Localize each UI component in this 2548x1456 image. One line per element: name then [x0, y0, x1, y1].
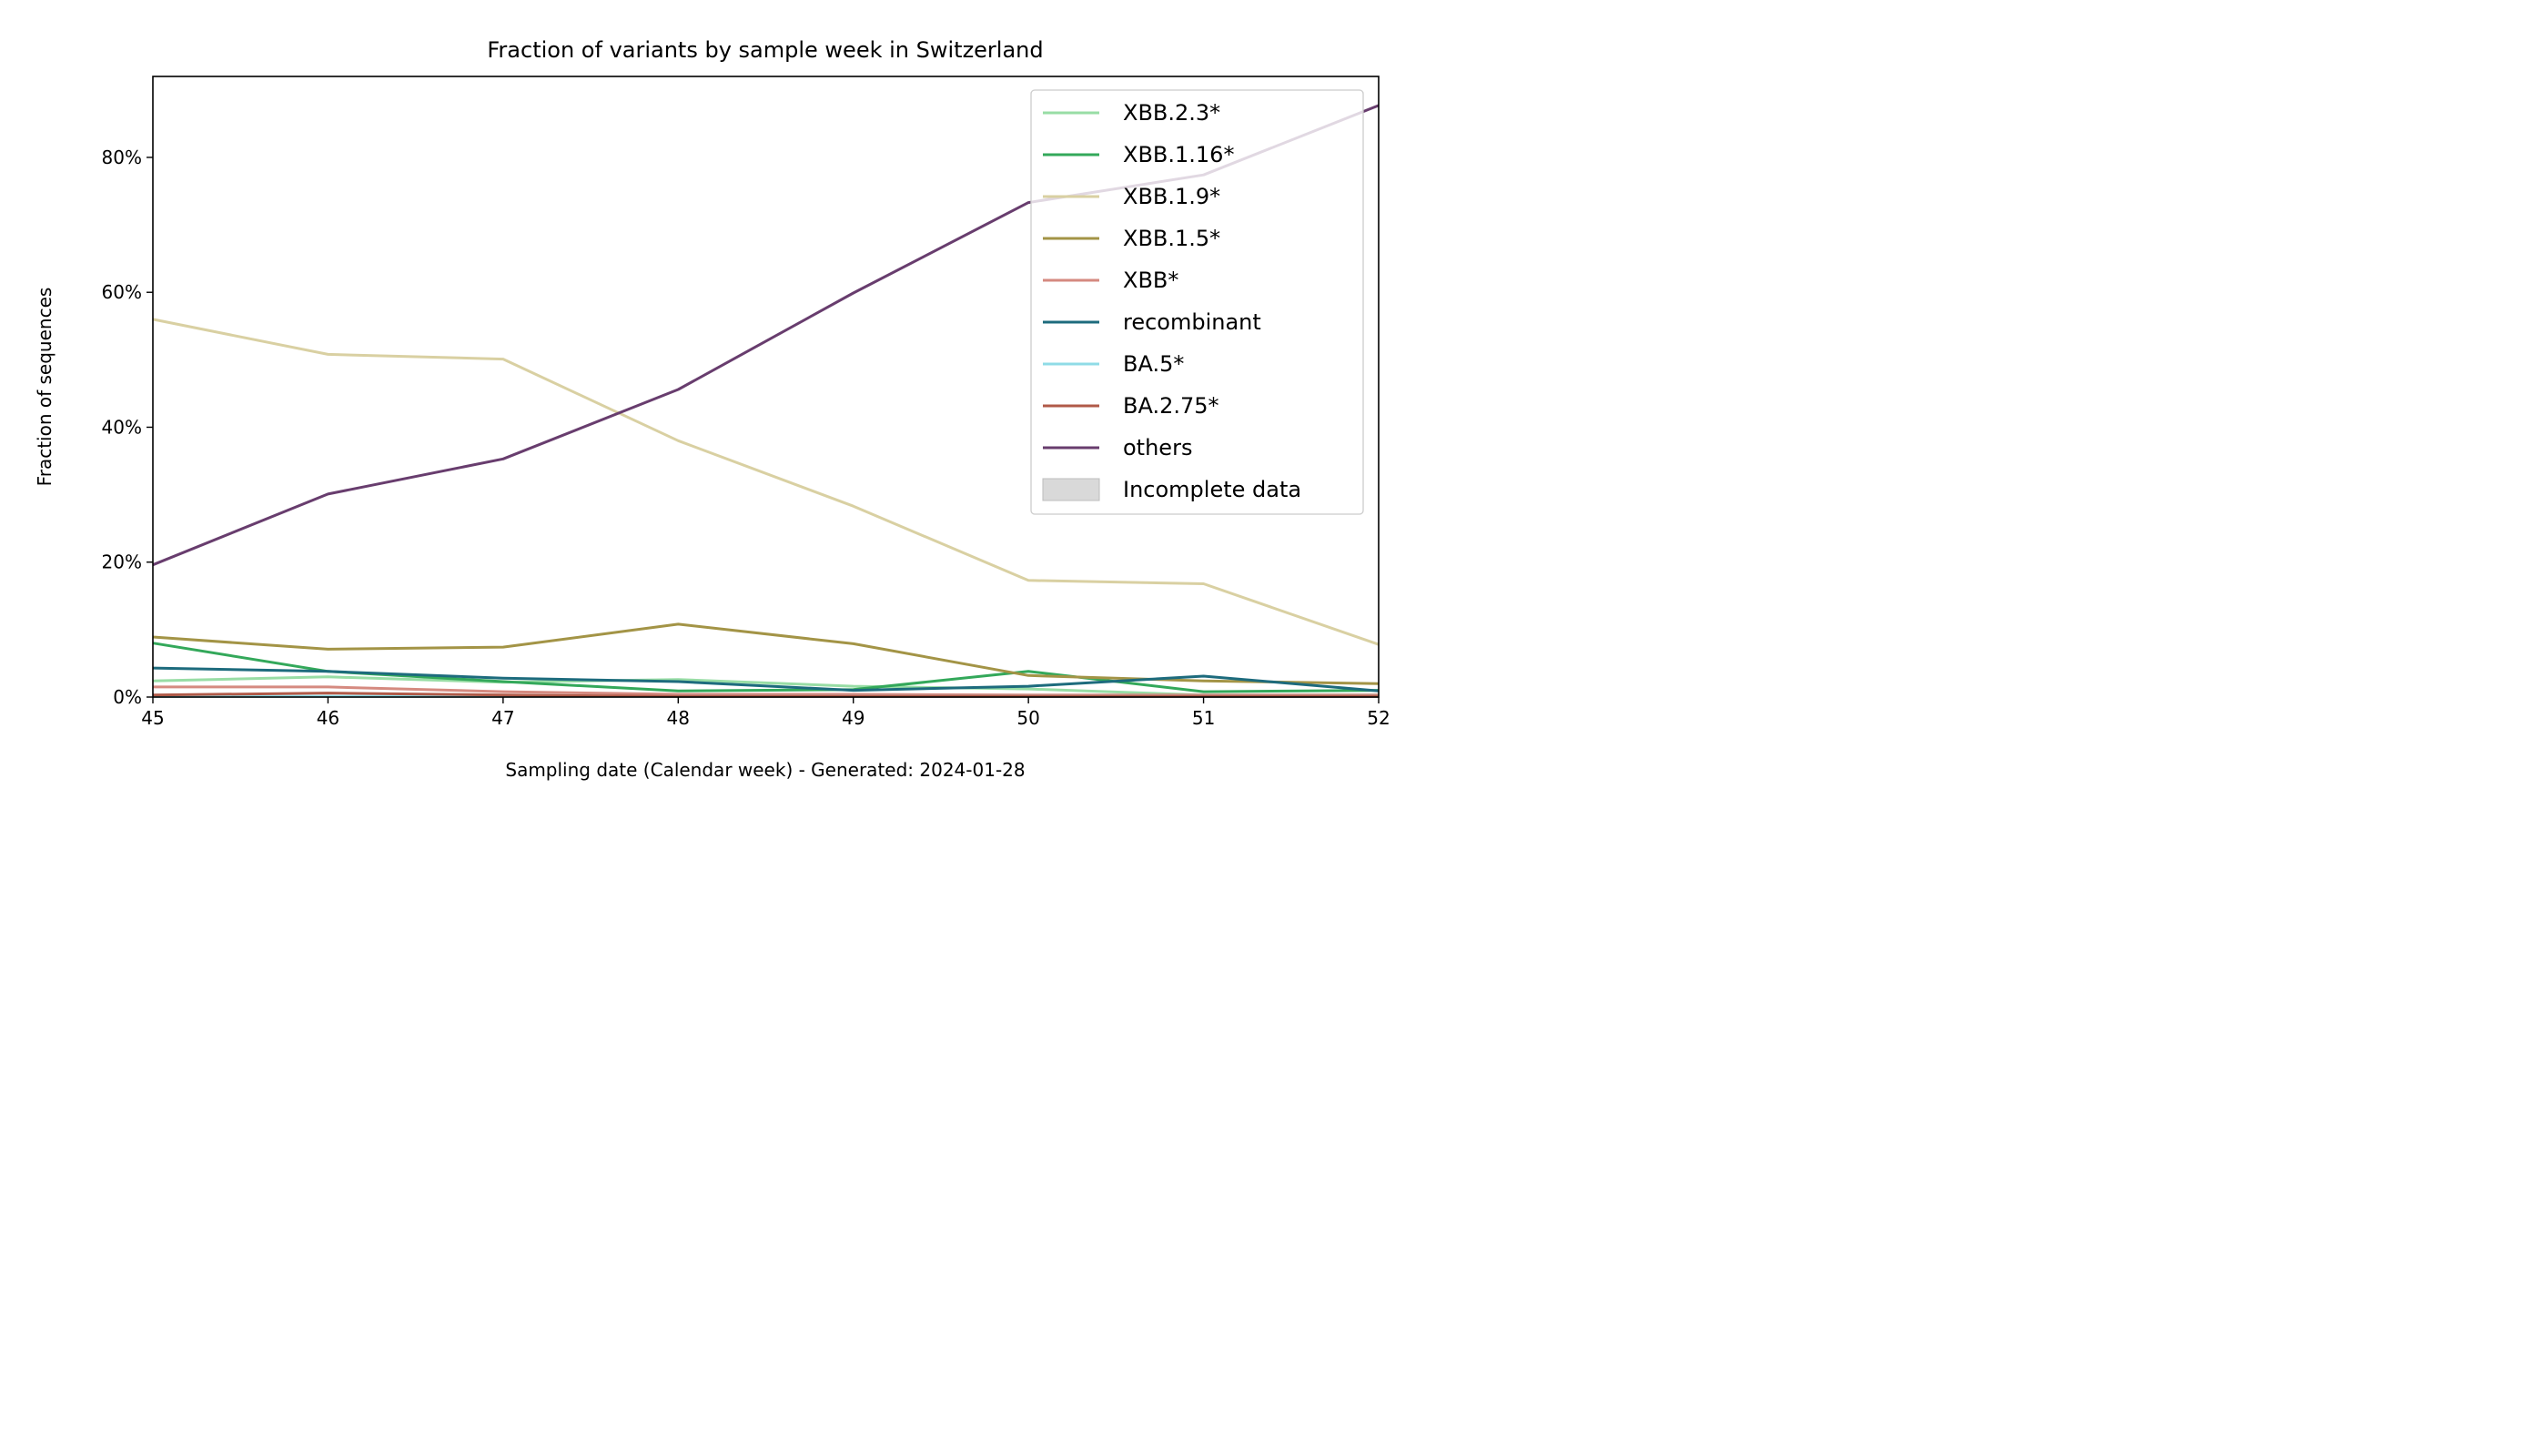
series-line-recombinant [152, 666, 1380, 693]
legend-box [1030, 89, 1364, 515]
y-axis-label: Fraction of sequences [34, 288, 56, 487]
chart-title: Fraction of variants by sample week in S… [487, 37, 1043, 63]
x-axis-label: Sampling date (Calendar week) - Generate… [505, 759, 1025, 781]
y-axis: 0% 20% 40% 60% 80% [102, 147, 153, 708]
x-tick-label: 50 [1016, 707, 1039, 729]
y-tick-label: 20% [102, 551, 142, 573]
x-tick-label: 49 [842, 707, 864, 729]
x-axis: 45 46 47 48 49 50 51 52 [141, 697, 1390, 729]
legend-label: BA.2.75* [1123, 393, 1219, 419]
legend-label: recombinant [1123, 309, 1261, 335]
y-tick-label: 40% [102, 416, 142, 438]
x-tick-label: 46 [317, 707, 339, 729]
y-tick-label: 80% [102, 147, 142, 168]
legend-swatch-incomplete [1042, 478, 1100, 501]
x-tick-label: 47 [491, 707, 514, 729]
y-tick-label: 60% [102, 281, 142, 303]
plot-frame [152, 76, 1380, 698]
chart: Fraction of variants by sample week in S… [0, 0, 1427, 815]
legend-label: XBB.1.16* [1123, 142, 1234, 167]
y-tick-label: 0% [113, 686, 142, 708]
legend-label-incomplete: Incomplete data [1123, 477, 1301, 502]
legend: XBB.2.3* XBB.1.16* XBB.1.9* XBB.1.5* XBB* rec… [1030, 89, 1364, 515]
legend-label: XBB* [1123, 268, 1178, 293]
x-tick-label: 51 [1192, 707, 1215, 729]
x-tick-label: 52 [1367, 707, 1390, 729]
legend-label: XBB.1.9* [1123, 184, 1220, 209]
x-tick-label: 48 [667, 707, 690, 729]
series-line-XBB.1.5* [152, 622, 1380, 685]
legend-label: XBB.2.3* [1123, 100, 1220, 126]
legend-label: XBB.1.5* [1123, 226, 1220, 251]
x-tick-label: 45 [141, 707, 164, 729]
legend-label: others [1123, 435, 1192, 460]
legend-label: BA.5* [1123, 351, 1184, 377]
series-line-XBB.1.9* [152, 318, 1380, 646]
